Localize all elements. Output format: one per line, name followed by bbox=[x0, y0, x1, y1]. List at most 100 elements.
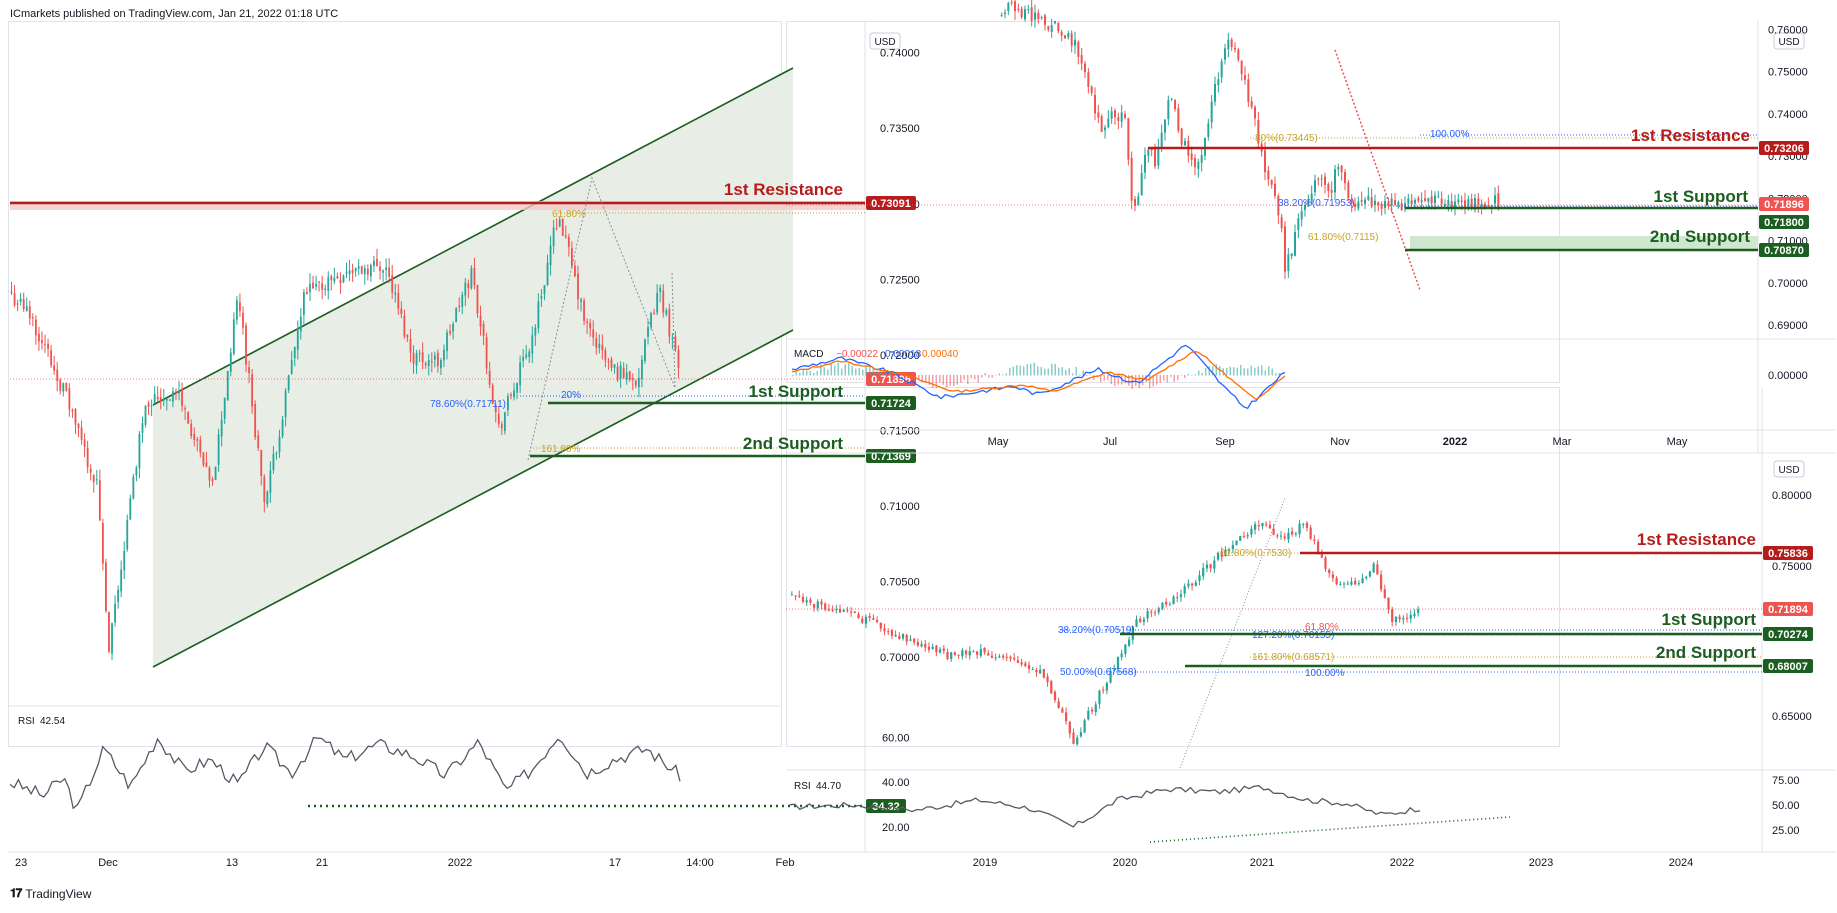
left-candle bbox=[108, 612, 110, 652]
tr-support2-price-bg bbox=[1759, 243, 1809, 257]
left-candle bbox=[403, 315, 406, 337]
left-y-tick: 0.74000 bbox=[880, 48, 920, 60]
tr-candle bbox=[1197, 161, 1200, 170]
tr-macd-bar bbox=[981, 375, 983, 378]
tr-candle bbox=[1090, 86, 1093, 93]
br-candle bbox=[1209, 564, 1212, 569]
br-y-tick: 0.80000 bbox=[1772, 490, 1812, 502]
tr-candle bbox=[1200, 155, 1203, 163]
bottom-right-chart-panel[interactable] bbox=[786, 387, 1560, 747]
tr-macd-label: MACD bbox=[794, 349, 823, 360]
tr-candle bbox=[1124, 113, 1126, 118]
left-candle bbox=[74, 408, 77, 425]
left-y-tick: 0.70500 bbox=[880, 577, 920, 589]
left-candle bbox=[208, 467, 211, 481]
tr-macd-bar bbox=[1152, 375, 1154, 387]
tr-macd-bar bbox=[1177, 375, 1179, 380]
tr-candle bbox=[1224, 48, 1226, 60]
left-candle bbox=[62, 383, 65, 392]
left-fib-label-20: 20% bbox=[561, 390, 581, 401]
br-candle bbox=[1057, 701, 1060, 709]
br-candle bbox=[816, 601, 819, 609]
tr-x-tick: Mar bbox=[1553, 436, 1572, 448]
br-candle bbox=[1328, 569, 1331, 574]
tr-signal-line bbox=[791, 350, 1286, 401]
tr-macd-bar bbox=[834, 365, 836, 376]
left-candle bbox=[534, 327, 537, 336]
br-candle bbox=[1139, 618, 1142, 623]
tr-candle bbox=[1170, 98, 1173, 100]
tr-candle bbox=[1314, 180, 1316, 192]
left-candle bbox=[555, 228, 558, 230]
tr-candle bbox=[1024, 9, 1026, 20]
left-support2-price: 0.71369 bbox=[871, 451, 911, 463]
tr-candle bbox=[1140, 172, 1143, 196]
left-candle bbox=[479, 315, 482, 327]
left-candle bbox=[601, 344, 604, 351]
br-candle bbox=[1146, 611, 1149, 619]
tr-candle bbox=[1307, 198, 1310, 207]
tr-candle bbox=[1394, 200, 1396, 206]
tr-macd-bar bbox=[1065, 370, 1067, 376]
left-candle bbox=[516, 383, 518, 393]
left-rsi-tick: 60.00 bbox=[882, 732, 910, 744]
tr-candle bbox=[1114, 110, 1116, 118]
tr-candle bbox=[1440, 198, 1443, 205]
br-candle bbox=[879, 622, 882, 629]
br-candle bbox=[946, 651, 949, 660]
left-candle bbox=[284, 390, 287, 418]
br-candle bbox=[827, 608, 831, 611]
tr-macd-bar bbox=[900, 374, 902, 376]
left-candle bbox=[376, 258, 378, 266]
br-rsi-line bbox=[789, 785, 1421, 828]
tr-resistance-label: 1st Resistance bbox=[1631, 126, 1750, 145]
tr-macd-bar bbox=[1145, 375, 1147, 382]
br-candle bbox=[1024, 663, 1027, 667]
tr-candle bbox=[1014, 1, 1016, 12]
tr-macd-bar bbox=[1107, 375, 1109, 381]
left-candle bbox=[388, 267, 391, 277]
left-candle bbox=[440, 360, 442, 369]
tr-candle bbox=[1210, 101, 1213, 123]
tr-candle bbox=[1420, 200, 1423, 203]
br-fib-label-1618: 161.80%(0.68571) bbox=[1252, 652, 1334, 663]
left-candle bbox=[95, 479, 98, 481]
left-candle bbox=[455, 308, 458, 323]
left-candle bbox=[135, 467, 138, 476]
tr-macd-bar bbox=[1173, 375, 1175, 382]
tr-support1-label: 1st Support bbox=[1654, 187, 1749, 206]
tr-candle bbox=[1454, 201, 1456, 208]
tr-candle bbox=[1294, 232, 1296, 256]
br-rsi-tick: 50.00 bbox=[1772, 800, 1800, 812]
br-candle bbox=[927, 646, 931, 651]
left-fib-label-618: 61.80% bbox=[552, 209, 586, 220]
tr-candle bbox=[1374, 200, 1376, 205]
left-candle bbox=[38, 333, 40, 342]
tr-last-price-bg bbox=[1759, 197, 1809, 211]
tr-candle bbox=[1247, 79, 1250, 102]
left-candle bbox=[321, 283, 324, 290]
left-candle bbox=[443, 349, 445, 361]
tr-macd-bar bbox=[1250, 365, 1252, 376]
br-candle bbox=[1324, 557, 1327, 569]
tr-macd-bar bbox=[1030, 363, 1032, 376]
br-candle bbox=[857, 613, 860, 619]
br-candle bbox=[1213, 560, 1216, 569]
br-candle bbox=[1198, 575, 1201, 581]
tr-candle bbox=[1487, 205, 1490, 207]
br-candle bbox=[1413, 613, 1416, 616]
tr-candle bbox=[1084, 63, 1086, 73]
left-candle bbox=[400, 308, 403, 315]
br-candle bbox=[1265, 523, 1268, 526]
tr-macd-bar bbox=[1212, 366, 1214, 376]
tr-candle bbox=[1080, 54, 1083, 64]
tr-macd-bar bbox=[1096, 375, 1098, 376]
tr-candle bbox=[1044, 15, 1046, 25]
tr-macd-bar bbox=[1226, 368, 1228, 376]
br-candle bbox=[1368, 571, 1372, 577]
left-x-tick: 13 bbox=[226, 857, 238, 869]
tr-macd-bar bbox=[1194, 374, 1196, 376]
left-x-tick: 2022 bbox=[448, 857, 472, 869]
tr-candle bbox=[1267, 170, 1270, 180]
br-candle bbox=[1035, 669, 1038, 673]
